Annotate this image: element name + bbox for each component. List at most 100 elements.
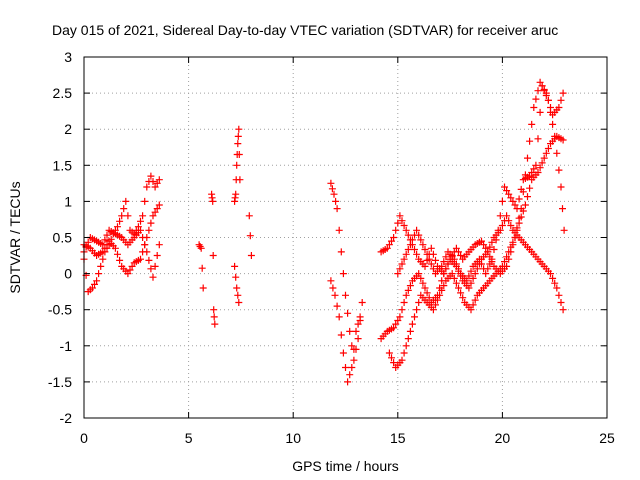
data-point (494, 226, 502, 234)
data-point (551, 132, 559, 140)
data-point (99, 255, 107, 263)
data-point (235, 299, 243, 306)
x-tick-label: 15 (390, 430, 406, 446)
data-point (101, 236, 109, 244)
data-point (469, 274, 477, 282)
data-point (383, 244, 391, 252)
data-point (411, 246, 418, 253)
data-point (415, 231, 423, 239)
data-point (398, 260, 406, 268)
data-point (147, 172, 155, 180)
data-point (404, 246, 412, 253)
data-point (337, 331, 345, 339)
data-point (149, 212, 157, 220)
data-point (507, 243, 515, 251)
data-point (536, 108, 544, 116)
data-point (419, 241, 427, 249)
data-point (332, 197, 340, 205)
data-point (342, 364, 349, 371)
data-point (342, 291, 349, 299)
data-point (153, 252, 161, 259)
data-point (549, 120, 557, 128)
data-point (559, 306, 567, 314)
data-point (526, 137, 534, 145)
data-point (465, 272, 473, 280)
data-point (209, 197, 217, 205)
data-point (390, 359, 398, 367)
data-point (524, 154, 531, 162)
data-point (402, 342, 410, 350)
data-point (475, 255, 483, 263)
data-point (346, 371, 354, 379)
y-axis-title: SDTVAR / TECUs (7, 181, 23, 293)
y-tick-label: 0 (64, 266, 72, 282)
data-point (385, 349, 393, 357)
data-point (151, 262, 159, 270)
data-point (429, 265, 437, 273)
y-tick-label: 2 (64, 121, 72, 137)
data-point (210, 313, 218, 321)
data-point (400, 299, 408, 306)
data-point (455, 284, 462, 292)
data-point (233, 284, 241, 292)
y-tick-label: 1 (64, 193, 72, 209)
data-point (496, 212, 504, 220)
data-point (544, 96, 552, 104)
data-point (465, 284, 473, 292)
data-point (549, 274, 557, 282)
data-point (432, 256, 439, 264)
data-point (553, 149, 561, 157)
x-tick-label: 10 (285, 430, 301, 446)
data-point (337, 248, 345, 256)
data-point (511, 234, 519, 241)
data-point (484, 248, 492, 256)
data-point (145, 226, 153, 234)
data-point (467, 267, 475, 275)
data-point (400, 349, 408, 357)
data-point (385, 241, 393, 249)
data-point (478, 237, 485, 245)
data-point (505, 248, 513, 256)
y-tick-label: 0.5 (53, 230, 73, 246)
data-point (118, 212, 126, 220)
data-point (524, 193, 531, 201)
data-point (501, 258, 508, 266)
data-point (356, 313, 364, 321)
data-point (455, 265, 462, 273)
data-point (482, 244, 490, 252)
data-point (507, 194, 515, 202)
data-point (328, 185, 336, 193)
data-point (534, 135, 542, 143)
data-point (354, 320, 362, 328)
data-point (417, 274, 425, 282)
data-point (327, 179, 335, 187)
data-point (542, 149, 550, 157)
data-point (498, 197, 506, 205)
grid-lines (84, 57, 607, 418)
data-point (536, 164, 544, 172)
data-point (547, 108, 554, 116)
data-point (396, 212, 404, 220)
data-point (540, 154, 548, 162)
data-point (95, 270, 103, 278)
data-point (394, 317, 402, 324)
data-point (434, 296, 441, 304)
data-point (346, 327, 354, 335)
data-point (402, 291, 410, 299)
data-point (344, 378, 352, 386)
data-point (406, 241, 414, 249)
data-point (398, 217, 406, 225)
y-tick-label: -0.5 (48, 302, 72, 318)
data-point (396, 313, 404, 321)
data-point (348, 364, 356, 371)
data-point (450, 255, 458, 263)
data-point (486, 243, 494, 251)
data-point (415, 299, 423, 306)
data-point (503, 253, 511, 261)
data-point (450, 274, 458, 282)
data-point (560, 226, 568, 234)
data-point (455, 248, 462, 256)
data-point (145, 256, 153, 264)
data-point (429, 306, 437, 314)
data-point (482, 270, 490, 278)
